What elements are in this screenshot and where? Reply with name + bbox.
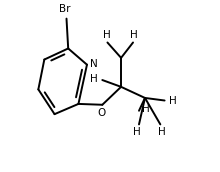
Text: H: H — [103, 30, 110, 40]
Text: Br: Br — [59, 4, 71, 14]
Text: N: N — [90, 59, 98, 69]
Text: H: H — [169, 95, 177, 105]
Text: H: H — [130, 30, 138, 40]
Text: H: H — [142, 104, 150, 114]
Text: H: H — [133, 127, 141, 137]
Text: H: H — [158, 127, 166, 137]
Text: H: H — [90, 74, 98, 84]
Text: O: O — [97, 108, 106, 118]
